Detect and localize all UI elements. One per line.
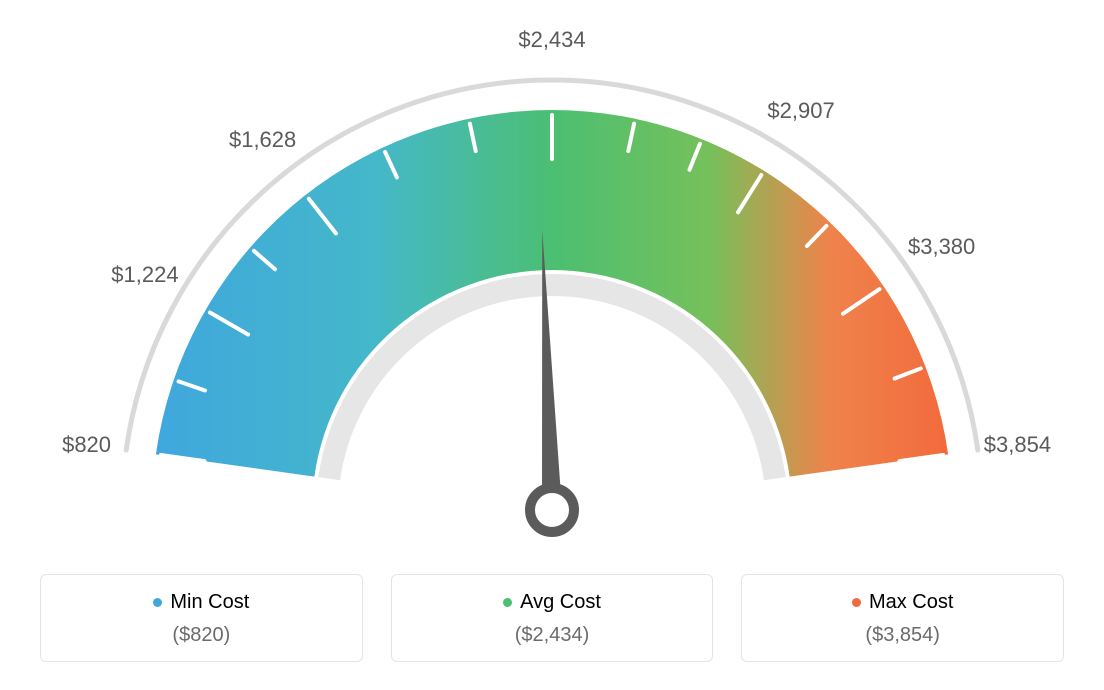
- gauge-tick-label: $1,628: [229, 127, 296, 153]
- legend-title-min-text: Min Cost: [170, 591, 249, 613]
- legend-value-max: ($3,854): [752, 624, 1053, 647]
- legend-row: Min Cost ($820) Avg Cost ($2,434) Max Co…: [40, 574, 1064, 662]
- gauge-tick-label: $2,907: [767, 98, 834, 124]
- gauge-area: $820 $1,224 $1,628 $2,434 $2,907 $3,380 $3,854: [0, 0, 1104, 560]
- legend-card-min: Min Cost ($820): [40, 574, 363, 662]
- legend-card-max: Max Cost ($3,854): [741, 574, 1064, 662]
- legend-title-avg-text: Avg Cost: [520, 591, 601, 613]
- legend-title-max-text: Max Cost: [869, 591, 953, 613]
- legend-dot-min: [153, 598, 162, 607]
- gauge-tick-label: $2,434: [518, 27, 585, 53]
- legend-title-max: Max Cost: [752, 591, 1053, 614]
- legend-value-min: ($820): [51, 624, 352, 647]
- gauge-tick-label: $3,854: [984, 432, 1051, 458]
- gauge-tick-label: $1,224: [111, 262, 178, 288]
- legend-value-avg: ($2,434): [402, 624, 703, 647]
- legend-title-min: Min Cost: [51, 591, 352, 614]
- gauge-tick-label: $820: [62, 432, 111, 458]
- legend-dot-avg: [503, 598, 512, 607]
- gauge-chart-container: $820 $1,224 $1,628 $2,434 $2,907 $3,380 $3,854…: [0, 0, 1104, 690]
- legend-dot-max: [852, 598, 861, 607]
- gauge-tick-label: $3,380: [908, 234, 975, 260]
- legend-card-avg: Avg Cost ($2,434): [391, 574, 714, 662]
- legend-title-avg: Avg Cost: [402, 591, 703, 614]
